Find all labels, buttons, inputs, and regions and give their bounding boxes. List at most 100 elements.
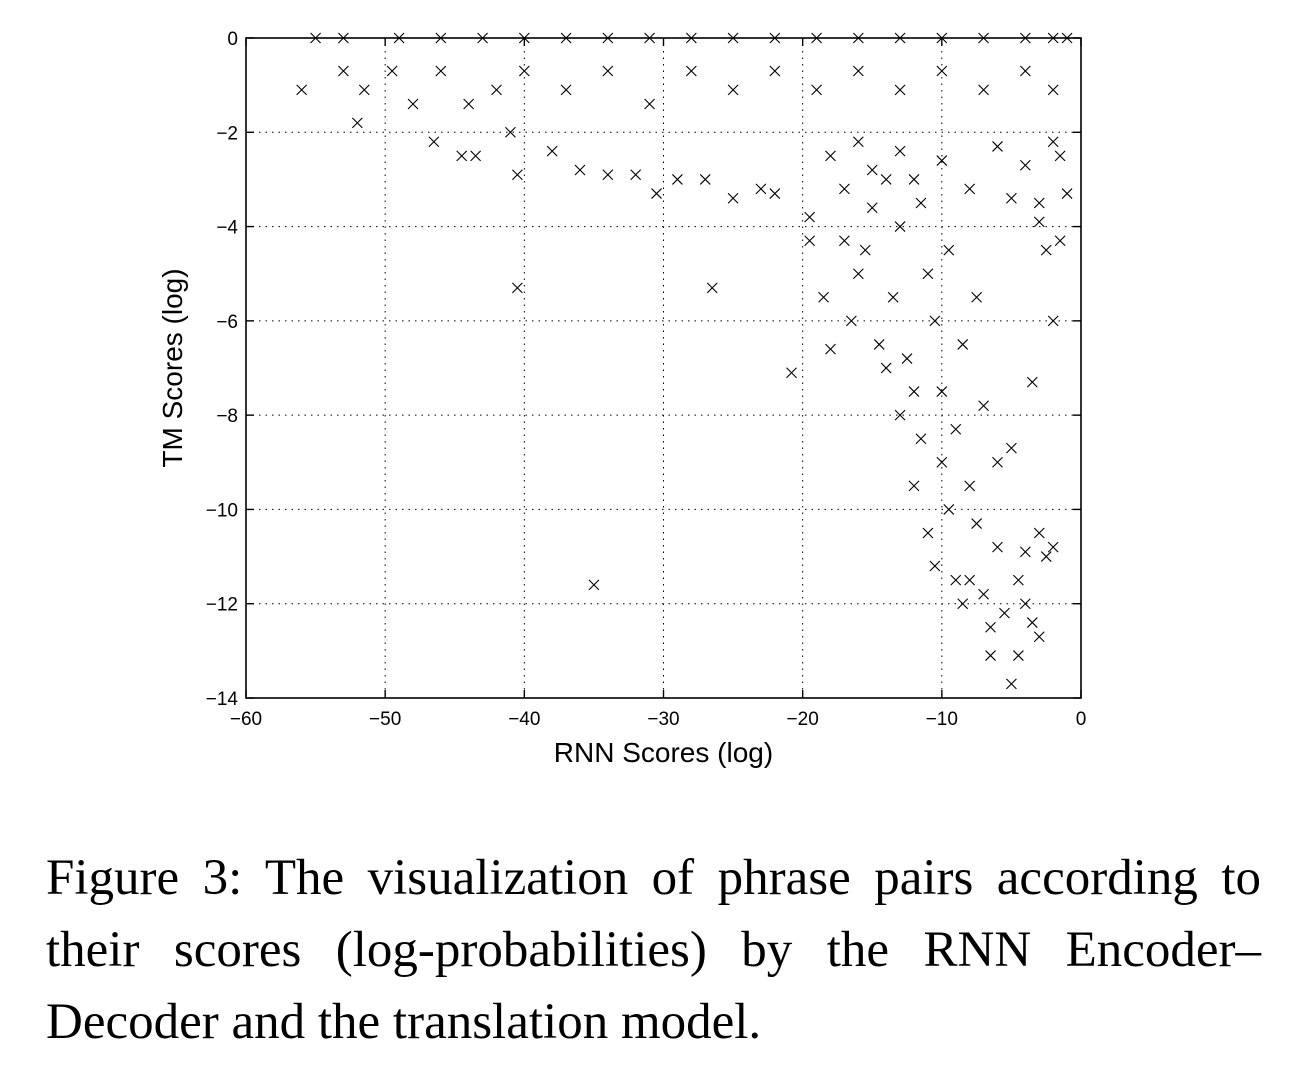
x-tick-label: −40 xyxy=(508,709,540,730)
scatter-point xyxy=(435,65,447,77)
scatter-point xyxy=(936,65,948,77)
scatter-point xyxy=(1026,617,1038,628)
scatter-point xyxy=(839,235,850,247)
scatter-point xyxy=(978,400,989,412)
y-tick-label: 0 xyxy=(227,29,238,50)
x-tick-label: −60 xyxy=(230,709,262,730)
scatter-point xyxy=(1019,159,1031,171)
scatter-point xyxy=(943,504,955,515)
y-tick-label: −12 xyxy=(206,595,238,616)
scatter-point xyxy=(839,183,850,195)
scatter-point xyxy=(929,315,941,327)
scatter-point xyxy=(978,588,989,600)
scatter-point xyxy=(1019,598,1031,610)
scatter-point xyxy=(811,84,822,96)
figure-caption: Figure 3: The visualization of phrase pa… xyxy=(46,850,1261,1050)
scatter-point xyxy=(804,235,816,247)
scatter-point xyxy=(1012,650,1024,661)
scatter-point xyxy=(491,84,502,96)
scatter-point xyxy=(470,150,482,162)
scatter-point xyxy=(560,84,572,96)
scatter-point xyxy=(992,141,1003,152)
scatter-point xyxy=(887,291,899,303)
scatter-point xyxy=(518,65,530,77)
scatter-point xyxy=(922,268,934,280)
scatter-point xyxy=(630,169,642,181)
grid xyxy=(246,38,1081,698)
scatter-point xyxy=(859,244,871,256)
scatter-point xyxy=(957,598,969,610)
scatter-point xyxy=(602,169,614,181)
x-axis-label: RNN Scores (log) xyxy=(554,737,773,768)
scatter-point xyxy=(978,84,989,96)
scatter-point xyxy=(894,409,906,421)
scatter-point xyxy=(1054,235,1066,247)
scatter-point xyxy=(351,117,363,129)
scatter-point xyxy=(769,65,781,77)
scatter-point xyxy=(964,183,976,195)
scatter-point xyxy=(915,197,927,209)
scatter-point xyxy=(1033,197,1045,209)
scatter-point xyxy=(908,386,920,397)
y-tick-label: −4 xyxy=(216,218,238,239)
scatter-point xyxy=(852,65,864,77)
scatter-point xyxy=(672,174,683,185)
scatter-point xyxy=(818,291,829,303)
scatter-point xyxy=(1054,150,1066,162)
scatter-point xyxy=(943,244,955,256)
y-axis-label: TM Scores (log) xyxy=(157,268,188,467)
scatter-point xyxy=(786,367,797,379)
scatter-point xyxy=(922,527,934,539)
scatter-point xyxy=(894,84,906,96)
scatter-point xyxy=(873,339,885,350)
scatter-point xyxy=(407,98,419,110)
y-tick-label: −6 xyxy=(216,312,238,333)
scatter-point xyxy=(1019,65,1031,77)
scatter-point xyxy=(699,174,711,185)
scatter-point xyxy=(852,136,864,148)
scatter-point xyxy=(1047,136,1059,148)
scatter-point xyxy=(901,353,913,364)
x-tick-label: −10 xyxy=(926,709,958,730)
scatter-point xyxy=(950,574,962,586)
scatter-point xyxy=(338,65,349,77)
scatter-point xyxy=(651,188,662,199)
scatter-point xyxy=(936,386,948,397)
scatter-point xyxy=(825,343,836,355)
scatter-point xyxy=(727,84,739,96)
x-tick-label: −20 xyxy=(787,709,819,730)
scatter-point xyxy=(929,560,941,572)
scatter-point xyxy=(964,480,976,492)
scatter-point xyxy=(992,541,1003,553)
scatter-point xyxy=(428,136,440,148)
scatter-point xyxy=(866,202,878,214)
scatter-chart: −60 −50 −40 −30 −20 −10 0−14−12−10−8−6−4−20 RN… xyxy=(157,29,1087,768)
scatter-point xyxy=(296,84,308,96)
scatter-point xyxy=(456,150,468,162)
scatter-point xyxy=(755,183,767,195)
scatter-point xyxy=(574,164,586,176)
scatter-point xyxy=(957,339,969,350)
scatter-point xyxy=(971,291,983,303)
scatter-point xyxy=(685,65,697,77)
x-tick-label: −50 xyxy=(369,709,401,730)
scatter-point xyxy=(908,480,920,492)
y-tick-label: −14 xyxy=(206,689,239,710)
axis-ticks: −60 −50 −40 −30 −20 −10 0−14−12−10−8−6−4−20 xyxy=(206,29,1087,730)
scatter-point xyxy=(1047,84,1059,96)
scatter-point xyxy=(505,126,516,138)
scatter-point xyxy=(1047,315,1059,327)
scatter-point xyxy=(769,188,781,199)
scatter-point xyxy=(1033,527,1045,539)
scatter-point xyxy=(985,621,996,633)
scatter-point xyxy=(1026,376,1038,388)
scatter-point xyxy=(1061,188,1073,199)
scatter-point xyxy=(936,456,948,468)
scatter-point xyxy=(1040,244,1052,256)
scatter-point xyxy=(1012,574,1024,586)
scatter-point xyxy=(463,98,475,110)
scatter-point xyxy=(386,65,398,77)
scatter-point xyxy=(1006,192,1017,204)
scatter-point xyxy=(866,164,878,176)
